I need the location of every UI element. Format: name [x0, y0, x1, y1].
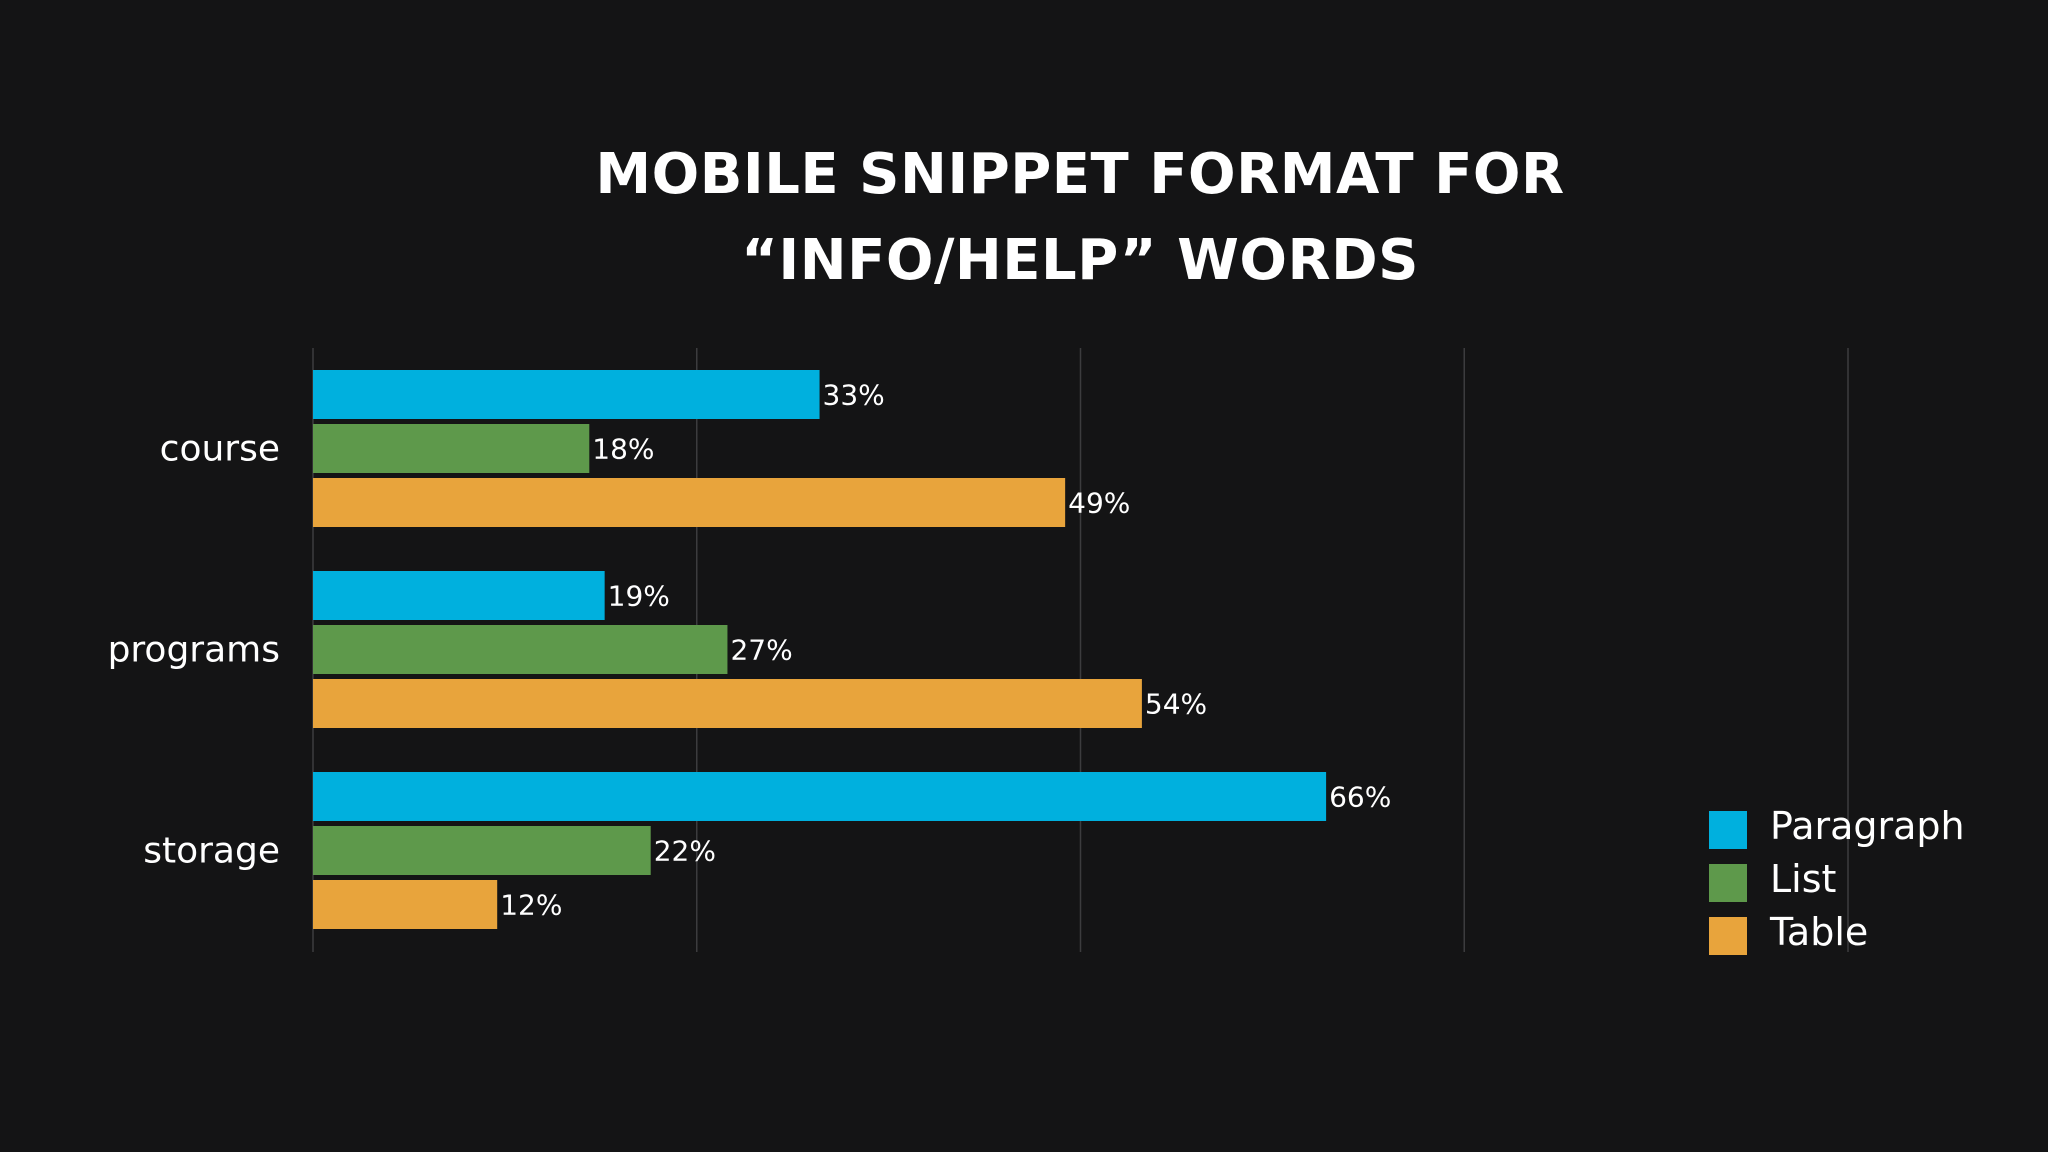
data-label-table-storage: 12% — [500, 889, 562, 922]
bar-table-course — [313, 478, 1066, 527]
data-label-list-storage: 22% — [654, 835, 716, 868]
data-label-paragraph-storage: 66% — [1329, 781, 1391, 814]
data-label-list-programs: 27% — [730, 634, 792, 667]
bar-list-programs — [313, 625, 728, 674]
chart-title-line-1: MOBILE SNIPPET FORMAT FOR — [595, 142, 1565, 207]
category-label-course: course — [160, 429, 280, 470]
bar-list-storage — [313, 826, 651, 875]
chart-title-line-2: “INFO/HELP” WORDS — [741, 228, 1419, 293]
legend-label-list: List — [1770, 857, 1837, 901]
bar-paragraph-course — [313, 370, 820, 419]
legend-label-paragraph: Paragraph — [1770, 804, 1965, 848]
legend-swatch-list — [1709, 864, 1747, 902]
data-label-table-course: 49% — [1068, 487, 1130, 520]
legend-label-table: Table — [1770, 910, 1869, 954]
legend-swatch-table — [1709, 917, 1747, 955]
data-label-paragraph-course: 33% — [823, 379, 885, 412]
bar-table-storage — [313, 880, 498, 929]
category-label-programs: programs — [108, 630, 280, 671]
bar-paragraph-storage — [313, 772, 1327, 821]
data-label-paragraph-programs: 19% — [608, 580, 670, 613]
bar-paragraph-programs — [313, 571, 605, 620]
legend-swatch-paragraph — [1709, 811, 1747, 849]
bar-table-programs — [313, 679, 1142, 728]
category-label-storage: storage — [143, 831, 280, 872]
data-label-table-programs: 54% — [1145, 688, 1207, 721]
bar-list-course — [313, 424, 590, 473]
data-label-list-course: 18% — [592, 433, 654, 466]
